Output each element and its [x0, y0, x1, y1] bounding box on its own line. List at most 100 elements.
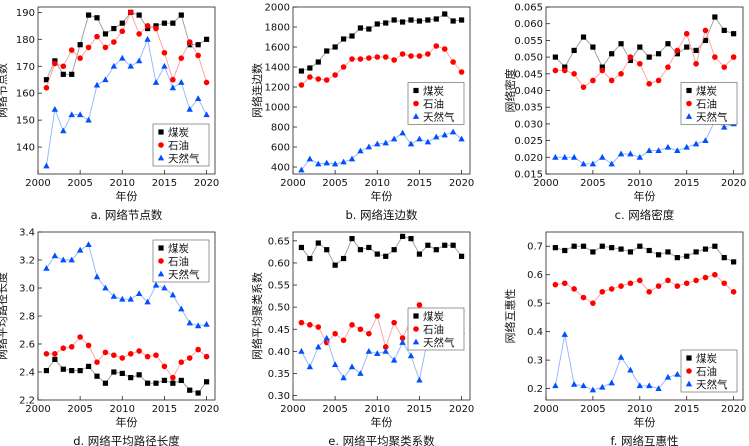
data-point-2020: [203, 36, 210, 42]
y-tick-label: 3.4: [19, 228, 35, 239]
data-point-2008: [102, 76, 109, 83]
data-point-2002: [307, 322, 313, 328]
data-point-2016: [170, 76, 176, 83]
data-point-2009: [366, 244, 372, 251]
series-1: [298, 11, 465, 74]
data-point-2004: [323, 77, 330, 83]
data-point-2001: [43, 77, 50, 83]
data-point-2014: [408, 236, 414, 242]
x-tick-label: 2005: [322, 178, 347, 189]
data-point-2014: [407, 352, 415, 359]
y-tick-label: 0.020: [514, 153, 543, 164]
data-point-2015: [683, 143, 690, 150]
data-point-2004: [580, 382, 587, 389]
legend-label: 天然气: [696, 378, 728, 391]
y-tick-label: 0.050: [514, 53, 543, 64]
data-point-2011: [646, 247, 652, 254]
data-point-2005: [590, 44, 596, 50]
data-point-2018: [187, 387, 193, 393]
y-tick-label: 0.055: [514, 36, 543, 47]
y-axis-label: 网络平均路径长度: [0, 272, 9, 360]
series-2: [43, 9, 210, 91]
x-axis-label: 年份: [116, 189, 138, 203]
chart-caption: a. 网络节点数: [91, 208, 163, 222]
legend-marker: [413, 326, 419, 332]
data-point-2001: [552, 245, 558, 251]
data-point-2016: [693, 277, 699, 284]
y-tick-label: 2.6: [19, 340, 35, 351]
data-point-2018: [186, 319, 193, 326]
x-tick-label: 2005: [67, 178, 92, 189]
data-point-2014: [674, 370, 681, 377]
data-point-2005: [332, 44, 338, 50]
series-1: [552, 243, 737, 265]
data-point-2010: [374, 313, 381, 319]
legend-marker: [413, 313, 419, 319]
data-point-2003: [315, 324, 322, 330]
y-tick-label: 160: [16, 89, 35, 100]
data-point-2011: [383, 253, 389, 259]
data-point-2001: [552, 67, 559, 74]
y-tick-label: 0.015: [514, 170, 543, 181]
data-point-2019: [194, 95, 202, 101]
data-point-2013: [144, 380, 151, 386]
legend-marker: [412, 113, 420, 119]
y-axis-label: 网络互惠性: [503, 289, 517, 344]
legend-marker: [412, 338, 420, 345]
data-point-2015: [161, 363, 168, 370]
data-point-2005: [77, 368, 83, 374]
legend-label: 煤炭: [168, 242, 189, 255]
data-point-2003: [571, 71, 577, 77]
y-tick-label: 0.5: [527, 299, 543, 310]
data-point-2016: [425, 17, 431, 23]
data-point-2019: [721, 27, 727, 33]
data-point-2015: [416, 53, 423, 59]
y-tick-label: 800: [271, 123, 290, 134]
y-tick-label: 150: [16, 116, 35, 127]
data-point-2003: [315, 343, 322, 350]
data-point-2016: [425, 51, 431, 57]
series-3: [298, 128, 465, 173]
y-tick-label: 0.40: [268, 347, 290, 358]
data-point-2005: [332, 330, 338, 337]
legend-label: 煤炭: [423, 85, 444, 98]
data-point-2020: [458, 69, 465, 75]
data-point-2016: [693, 47, 699, 54]
data-point-2020: [730, 288, 737, 295]
y-tick-label: 0.045: [514, 69, 543, 80]
data-point-2005: [589, 160, 597, 167]
data-point-2020: [458, 17, 465, 23]
data-point-2012: [655, 385, 662, 392]
data-point-2012: [391, 247, 397, 253]
data-point-2019: [721, 280, 728, 287]
legend-label: 石油: [168, 255, 189, 268]
data-point-2003: [315, 59, 321, 65]
y-tick-label: 1400: [265, 63, 290, 74]
data-point-2010: [637, 60, 643, 67]
data-point-2006: [599, 64, 605, 70]
data-point-2002: [52, 60, 58, 67]
data-point-2020: [203, 379, 210, 385]
data-point-2007: [93, 273, 101, 280]
data-point-2018: [186, 105, 193, 112]
data-point-2018: [712, 271, 718, 278]
x-tick-label: 2010: [627, 178, 652, 189]
chart-caption: d. 网络平均路径长度: [73, 434, 180, 446]
data-point-2013: [399, 335, 406, 341]
data-point-2003: [315, 160, 322, 167]
y-tick-label: 0.3: [527, 356, 543, 367]
legend-marker: [158, 245, 164, 251]
data-point-2006: [599, 243, 605, 249]
x-tick-label: 2000: [280, 178, 305, 189]
data-point-2004: [69, 368, 75, 374]
legend-marker: [158, 129, 164, 135]
y-tick-label: 0.2: [527, 384, 543, 395]
data-point-2008: [618, 71, 624, 77]
data-point-2019: [450, 18, 456, 24]
data-point-2007: [93, 81, 101, 88]
data-point-2010: [636, 382, 644, 389]
y-tick-label: 2.4: [19, 368, 35, 379]
data-point-2003: [571, 243, 577, 249]
data-point-2018: [186, 355, 193, 361]
